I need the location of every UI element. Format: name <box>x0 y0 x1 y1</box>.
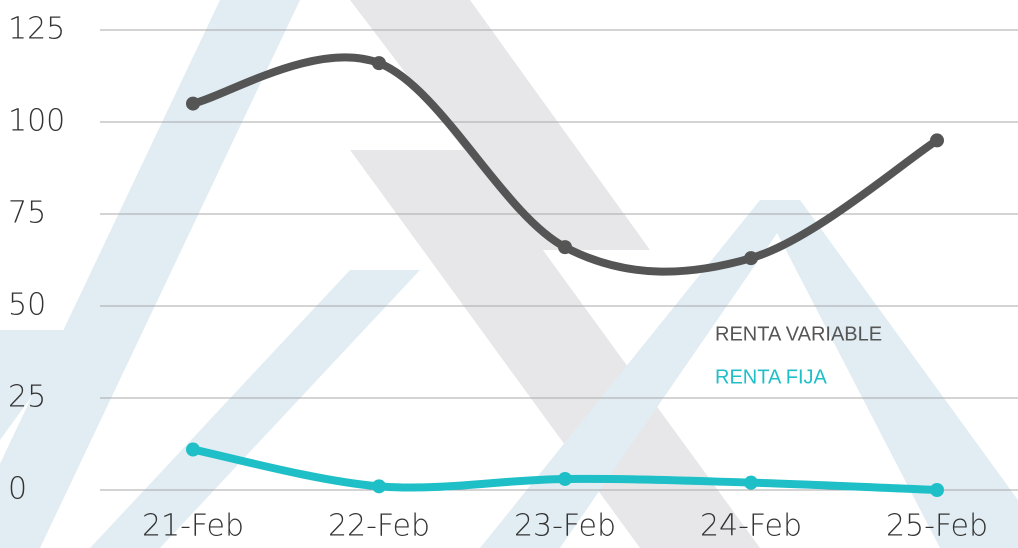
watermark-shape <box>0 330 80 440</box>
point <box>372 479 386 494</box>
y-tick-label: 0 <box>8 472 27 507</box>
legend-label: RENTA FIJA <box>715 366 828 388</box>
legend-label: RENTA VARIABLE <box>715 323 882 345</box>
y-tick-label: 50 <box>8 288 46 323</box>
y-tick-label: 75 <box>8 196 46 231</box>
point <box>558 471 572 486</box>
watermark-shape <box>760 200 1018 548</box>
x-tick-label: 21-Feb <box>142 509 244 544</box>
point <box>372 56 386 71</box>
y-tick-label: 100 <box>8 104 65 139</box>
watermark-shape <box>350 150 760 548</box>
watermark-shape <box>350 0 650 250</box>
watermark-shape <box>0 0 300 548</box>
y-tick-label: 25 <box>8 380 46 415</box>
point <box>744 251 758 266</box>
y-tick-label: 125 <box>8 12 65 47</box>
point <box>744 475 758 490</box>
watermark-shape <box>480 200 800 548</box>
point <box>186 96 200 111</box>
point <box>930 133 944 148</box>
x-tick-label: 25-Feb <box>886 509 988 544</box>
watermark-shape <box>90 270 420 548</box>
point <box>930 483 944 497</box>
x-tick-label: 22-Feb <box>328 509 430 544</box>
point <box>186 442 200 457</box>
point <box>558 240 572 255</box>
x-tick-label: 23-Feb <box>514 509 616 544</box>
x-tick-label: 24-Feb <box>700 509 802 544</box>
